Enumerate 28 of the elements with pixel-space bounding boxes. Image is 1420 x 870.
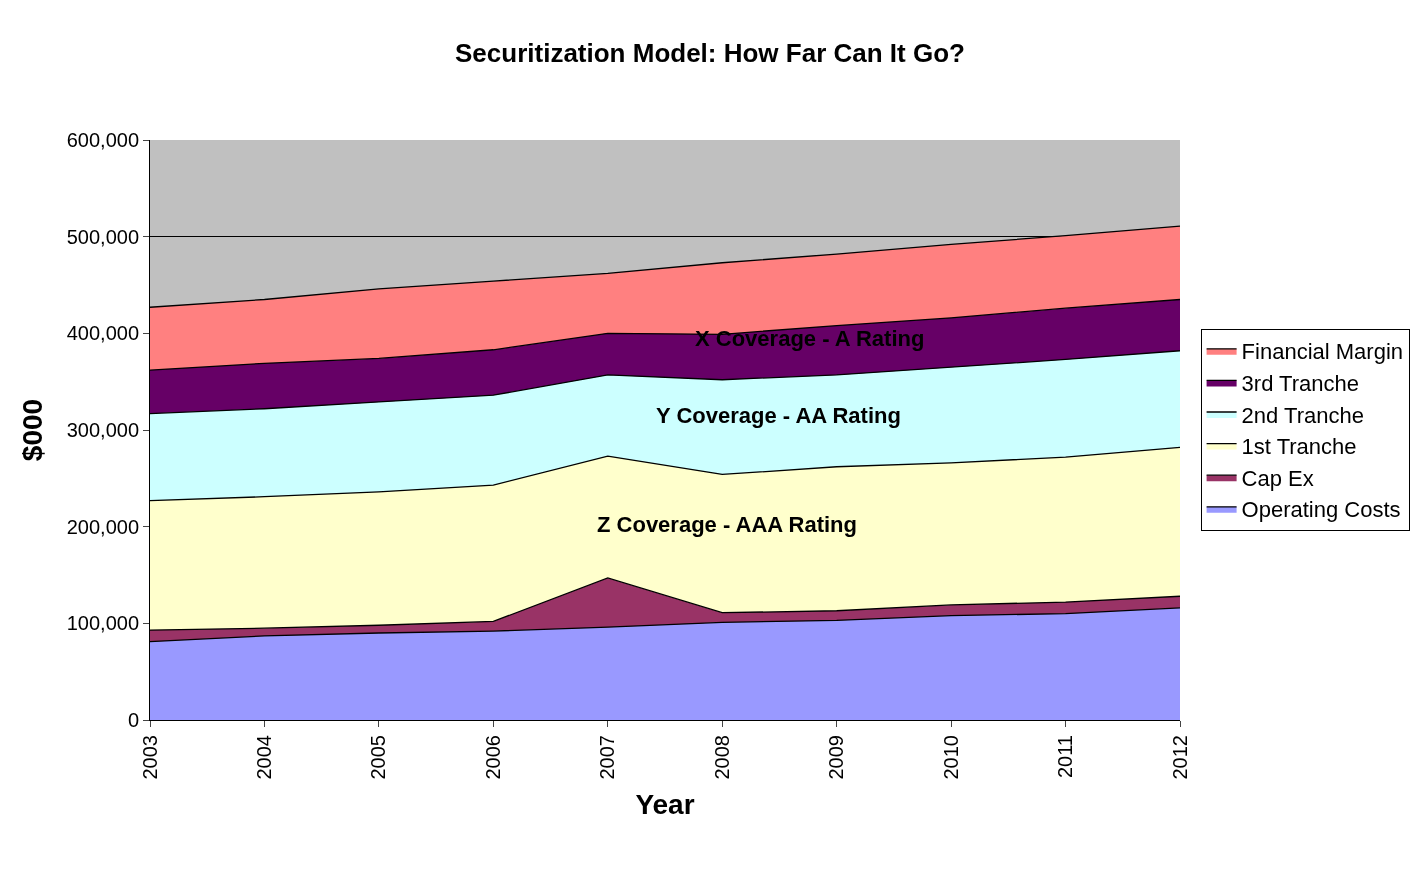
x-tick-label: 2008 <box>710 735 733 780</box>
y-tick-label: 100,000 <box>66 612 139 635</box>
y-axis-title: $000 <box>17 398 49 462</box>
y-tick-label: 600,000 <box>66 129 139 151</box>
y-tick-label: 500,000 <box>66 225 139 248</box>
y-tick-label: 400,000 <box>66 322 139 345</box>
y-tick-label: 200,000 <box>66 515 139 538</box>
annotation: Z Coverage - AAA Rating <box>597 512 857 537</box>
y-tick-label: 0 <box>127 709 139 731</box>
x-axis-title: Year <box>635 788 695 820</box>
x-tick-label: 2005 <box>367 735 390 780</box>
x-tick-label: 2007 <box>596 735 619 780</box>
annotation: Y Coverage - AA Rating <box>656 403 901 428</box>
y-tick-label: 300,000 <box>66 419 139 441</box>
x-tick-label: 2011 <box>1054 735 1077 779</box>
x-tick-label: 2003 <box>138 735 161 780</box>
chart-title: Securitization Model: How Far Can It Go? <box>455 37 965 68</box>
legend-label: 1st Tranche <box>1241 434 1357 460</box>
x-tick-label: 2006 <box>481 735 504 780</box>
legend-label: 3rd Tranche <box>1241 370 1360 396</box>
legend-label: Cap Ex <box>1241 465 1314 491</box>
x-tick-label: 2009 <box>825 735 848 780</box>
legend-label: 2nd Tranche <box>1241 402 1364 428</box>
legend-label: Operating Costs <box>1241 497 1401 523</box>
x-tick-label: 2004 <box>252 735 275 780</box>
x-tick-label: 2010 <box>939 735 962 780</box>
legend-label: Financial Margin <box>1241 339 1404 365</box>
x-tick-label: 2012 <box>1168 735 1191 780</box>
